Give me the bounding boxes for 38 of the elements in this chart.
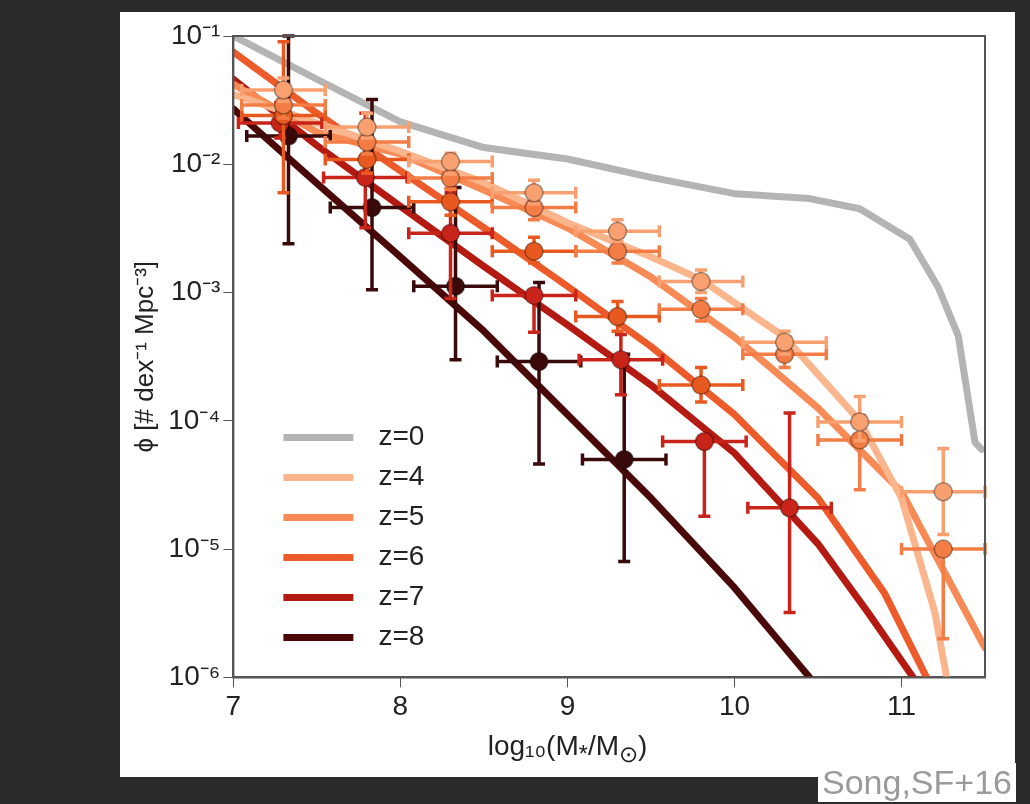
point bbox=[440, 223, 461, 243]
point bbox=[440, 192, 461, 212]
point bbox=[607, 306, 628, 327]
point bbox=[524, 285, 544, 306]
point bbox=[933, 539, 953, 559]
y-tick-label: 10⁻² bbox=[170, 147, 221, 178]
legend-label: z=6 bbox=[378, 540, 425, 572]
point bbox=[691, 375, 711, 395]
point bbox=[694, 431, 715, 452]
point bbox=[607, 221, 628, 242]
point bbox=[524, 241, 544, 261]
legend-label: z=8 bbox=[378, 620, 425, 652]
x-tick-label: 8 bbox=[392, 689, 409, 721]
x-tick-label: 7 bbox=[225, 689, 242, 721]
legend-label: z=4 bbox=[378, 460, 425, 492]
y-tick-label: 10⁻³ bbox=[170, 275, 221, 307]
x-tick-label: 11 bbox=[886, 689, 917, 721]
x-tick-label: 10 bbox=[718, 689, 751, 721]
y-tick-label: 10⁻⁵ bbox=[168, 531, 221, 563]
point bbox=[933, 482, 953, 502]
legend-label: z=0 bbox=[378, 420, 425, 452]
y-tick-label: 10⁻¹ bbox=[170, 18, 221, 50]
point bbox=[614, 449, 634, 470]
point bbox=[529, 351, 549, 372]
y-axis-title: ϕ [# dex⁻¹ Mpc⁻³] bbox=[128, 260, 159, 453]
legend-label: z=5 bbox=[378, 500, 425, 532]
point bbox=[524, 182, 544, 203]
x-axis-title: log₁₀(M$_{*}$/M$_{⊙}$) bbox=[487, 730, 648, 767]
point bbox=[774, 332, 795, 352]
point bbox=[779, 498, 800, 518]
point bbox=[611, 349, 631, 370]
point bbox=[849, 412, 870, 432]
legend-label: z=7 bbox=[378, 580, 425, 612]
point bbox=[357, 117, 377, 137]
text: Song,SF+16 bbox=[822, 763, 1012, 802]
y-tick-label: 10⁻⁴ bbox=[168, 403, 221, 435]
y-tick-label: 10⁻⁶ bbox=[168, 660, 221, 692]
x-tick-label: 9 bbox=[559, 689, 576, 721]
